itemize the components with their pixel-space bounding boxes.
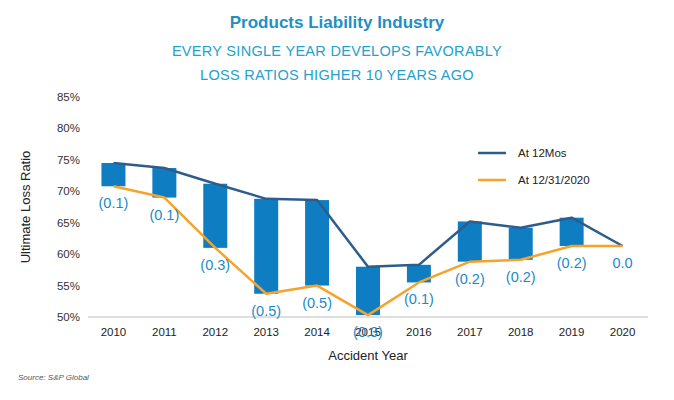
- y-tick: [84, 254, 88, 255]
- x-tick-label: 2016: [406, 326, 432, 338]
- annotation: (0.2): [455, 271, 485, 287]
- x-tick-label: 2010: [101, 326, 127, 338]
- annotation: (0.1): [99, 195, 129, 211]
- y-tick: [84, 285, 88, 286]
- y-tick: [84, 222, 88, 223]
- x-tick-label: 2017: [457, 326, 483, 338]
- development-bar: [101, 163, 125, 186]
- y-tick-label: 70%: [57, 185, 80, 197]
- annotation: 0.0: [612, 255, 632, 271]
- annotation: (0.3): [200, 257, 230, 273]
- annotation: (0.5): [251, 303, 281, 319]
- legend-swatch: [478, 179, 506, 182]
- x-tick-label: 2012: [202, 326, 228, 338]
- y-axis-label: Ultimate Loss Ratio: [18, 151, 33, 264]
- annotation: (0.2): [506, 269, 536, 285]
- y-tick-label: 80%: [57, 122, 80, 134]
- series-line: [113, 163, 622, 267]
- legend-swatch: [478, 152, 506, 155]
- x-tick-label: 2020: [610, 326, 636, 338]
- chart: Products Liability Industry EVERY SINGLE …: [0, 0, 674, 400]
- legend-label: At 12Mos: [518, 147, 567, 159]
- y-tick-label: 65%: [57, 217, 80, 229]
- y-tick-label: 60%: [57, 248, 80, 260]
- y-tick-label: 55%: [57, 280, 80, 292]
- y-tick: [84, 191, 88, 192]
- x-axis: [88, 317, 648, 318]
- subtitle: LOSS RATIOS HIGHER 10 YEARS AGO: [200, 67, 474, 83]
- y-tick: [84, 97, 88, 98]
- x-tick-label: 2018: [508, 326, 534, 338]
- development-bar: [356, 267, 380, 315]
- title: Products Liability Industry: [230, 13, 445, 32]
- annotation: (0.3): [353, 324, 383, 340]
- subtitle: EVERY SINGLE YEAR DEVELOPS FAVORABLY: [172, 43, 502, 59]
- development-bar: [254, 199, 278, 294]
- annotation: (0.1): [404, 291, 434, 307]
- source: Source: S&P Global: [18, 373, 89, 382]
- y-tick: [84, 128, 88, 129]
- legend-label: At 12/31/2020: [518, 174, 590, 186]
- development-bar: [152, 168, 176, 198]
- y-tick: [84, 317, 88, 318]
- y-tick-label: 85%: [57, 91, 80, 103]
- x-axis-label: Accident Year: [328, 348, 408, 363]
- plot-area: [101, 163, 622, 315]
- x-tick-label: 2011: [152, 326, 177, 338]
- x-tick-label: 2019: [559, 326, 585, 338]
- y-tick-label: 75%: [57, 154, 80, 166]
- y-tick-label: 50%: [57, 311, 80, 323]
- annotation: (0.2): [557, 255, 587, 271]
- x-tick-label: 2014: [304, 326, 330, 338]
- development-bar: [509, 228, 533, 260]
- y-tick: [84, 159, 88, 160]
- x-tick-label: 2013: [253, 326, 279, 338]
- annotation: (0.1): [149, 207, 179, 223]
- annotation: (0.5): [302, 295, 332, 311]
- series-line: [113, 186, 622, 315]
